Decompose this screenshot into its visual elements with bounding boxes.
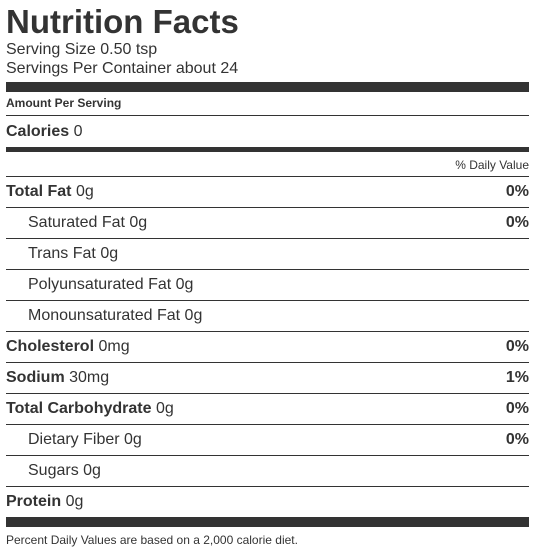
nutrient-row-protein: Protein 0g <box>6 487 529 517</box>
calories-name: Calories <box>6 123 70 140</box>
nutrient-amount: 0g <box>75 183 94 200</box>
nutrient-amount: 0g <box>155 400 174 417</box>
servings-per-container: Servings Per Container about 24 <box>6 60 239 77</box>
nutrient-name: Polyunsaturated Fat <box>28 276 172 293</box>
nutrient-name: Monounsaturated Fat <box>28 307 181 324</box>
calories-row: Calories 0 <box>6 116 529 147</box>
nutrient-name: Total Carbohydrate <box>6 400 152 417</box>
thick-divider-bottom <box>6 517 529 527</box>
nutrient-row-polyunsaturated-fat: Polyunsaturated Fat 0g <box>6 270 529 301</box>
nutrient-amount: 0g <box>175 276 194 293</box>
nutrient-row-dietary-fiber: Dietary Fiber 0g 0% <box>6 425 529 456</box>
nutrient-name: Protein <box>6 493 62 510</box>
thick-divider <box>6 82 529 92</box>
nutrient-amount: 0mg <box>98 338 130 355</box>
nutrient-pct: 0% <box>505 431 529 448</box>
nutrient-amount: 0g <box>184 307 203 324</box>
nutrient-row-trans-fat: Trans Fat 0g <box>6 239 529 270</box>
nutrient-amount: 0g <box>83 462 101 479</box>
serving-size: Serving Size 0.50 tsp <box>6 41 158 58</box>
nutrient-amount: 0g <box>65 493 84 510</box>
nutrient-pct: 0% <box>505 400 529 417</box>
nutrient-name: Trans Fat <box>28 245 96 262</box>
nutrition-label: Nutrition Facts Serving Size 0.50 tsp Se… <box>6 0 529 550</box>
nutrient-name: Total Fat <box>6 183 72 200</box>
footnote: Percent Daily Values are based on a 2,00… <box>6 533 298 547</box>
calories-value: 0 <box>73 123 83 140</box>
nutrient-row-sodium: Sodium 30mg 1% <box>6 363 529 394</box>
nutrient-pct: 0% <box>505 214 529 231</box>
nutrient-pct: 0% <box>505 338 529 355</box>
nutrient-amount: 0g <box>100 245 119 262</box>
label-title: Nutrition Facts <box>6 3 239 40</box>
nutrient-row-total-fat: Total Fat 0g 0% <box>6 177 529 208</box>
nutrient-name: Sugars <box>28 462 79 479</box>
nutrient-pct: 1% <box>505 369 529 386</box>
nutrient-name: Saturated Fat <box>28 214 125 231</box>
nutrient-row-saturated-fat: Saturated Fat 0g 0% <box>6 208 529 239</box>
nutrient-row-cholesterol: Cholesterol 0mg 0% <box>6 332 529 363</box>
nutrient-row-monounsaturated-fat: Monounsaturated Fat 0g <box>6 301 529 332</box>
nutrient-row-sugars: Sugars 0g <box>6 456 529 487</box>
nutrient-amount: 0g <box>129 214 148 231</box>
medium-divider <box>6 147 529 152</box>
nutrient-amount: 30mg <box>69 369 110 386</box>
amount-per-serving: Amount Per Serving <box>6 92 529 116</box>
nutrient-name: Dietary Fiber <box>28 431 120 448</box>
nutrient-row-total-carbohydrate: Total Carbohydrate 0g 0% <box>6 394 529 425</box>
nutrient-amount: 0g <box>124 431 142 448</box>
daily-value-header: % Daily Value <box>6 152 529 177</box>
nutrient-name: Sodium <box>6 369 65 386</box>
nutrient-pct: 0% <box>505 183 529 200</box>
nutrient-name: Cholesterol <box>6 338 95 355</box>
